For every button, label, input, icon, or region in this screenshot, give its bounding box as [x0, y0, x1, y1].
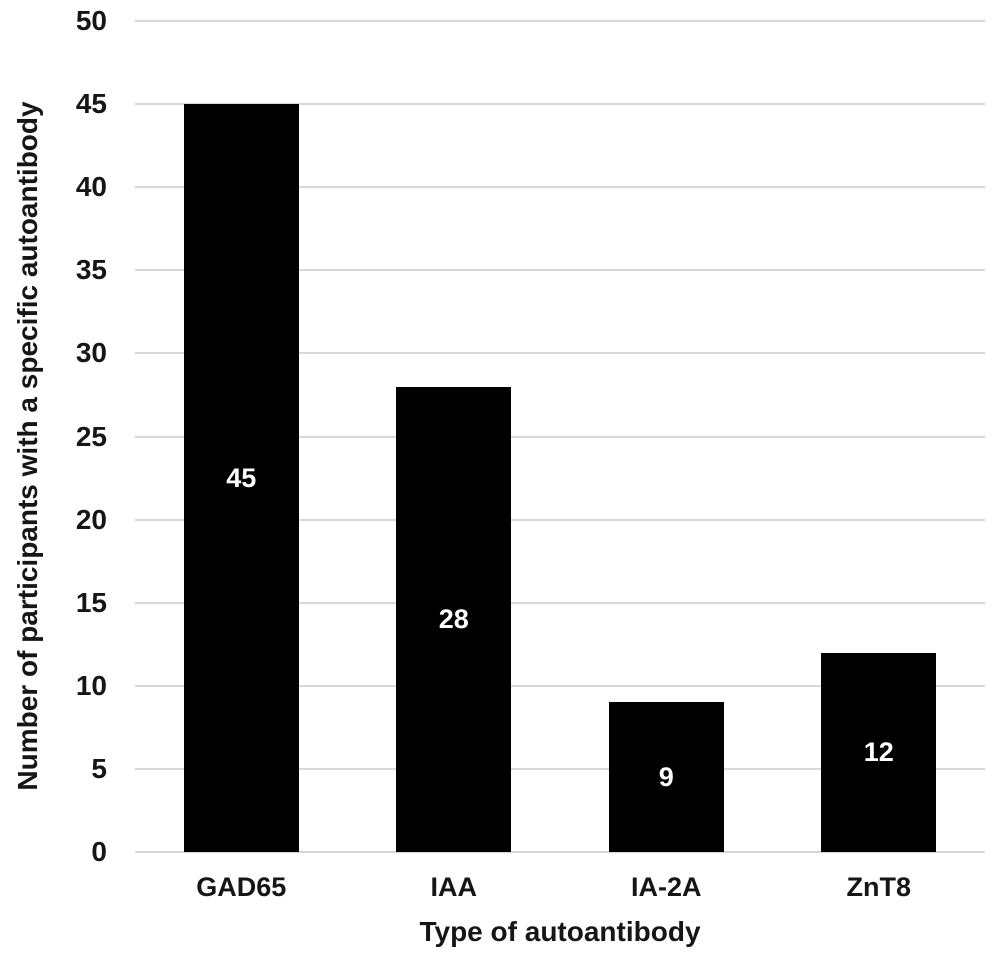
gridline-y-0 [135, 851, 985, 853]
y-tick-label-50: 50 [75, 5, 107, 36]
bar-IAA: 28 [396, 386, 512, 852]
y-tick-label-30: 30 [75, 337, 107, 369]
gridline-y-50 [135, 20, 985, 22]
gridline-y-5 [135, 767, 985, 770]
y-tick-label-45: 45 [75, 88, 107, 120]
gridline-y-35 [135, 269, 985, 272]
y-tick-label-5: 5 [91, 752, 107, 784]
bar-value-label-IAA: 28 [438, 603, 469, 634]
x-category-label-IA-2A: IA-2A [630, 872, 702, 902]
bar-IA-2A: 9 [608, 702, 724, 852]
y-tick-label-35: 35 [75, 254, 107, 286]
x-axis-title: Type of autoantibody [419, 916, 701, 947]
bar-value-label-GAD65: 45 [226, 462, 257, 493]
gridline-y-10 [135, 684, 985, 687]
gridline-y-20 [135, 518, 985, 521]
bar-value-label-ZnT8: 12 [863, 736, 894, 767]
x-category-label-ZnT8: ZnT8 [846, 872, 912, 902]
y-tick-label-25: 25 [75, 420, 107, 452]
plot-area: 45 28 9 12 [135, 20, 985, 853]
y-tick-label-15: 15 [75, 586, 107, 618]
bar-ZnT8: 12 [821, 652, 937, 852]
gridline-y-25 [135, 435, 985, 438]
gridline-y-40 [135, 186, 985, 189]
bar-value-label-IA-2A: 9 [658, 761, 674, 792]
y-tick-label-20: 20 [75, 503, 107, 535]
gridline-y-15 [135, 601, 985, 604]
gridline-y-30 [135, 352, 985, 355]
gridline-y-45 [135, 103, 985, 106]
y-tick-label-40: 40 [75, 171, 107, 203]
x-category-label-IAA: IAA [430, 872, 478, 902]
y-tick-label-0: 0 [91, 836, 107, 867]
bar-GAD65: 45 [183, 104, 299, 852]
x-category-label-GAD65: GAD65 [196, 872, 287, 902]
y-tick-label-10: 10 [75, 669, 107, 701]
